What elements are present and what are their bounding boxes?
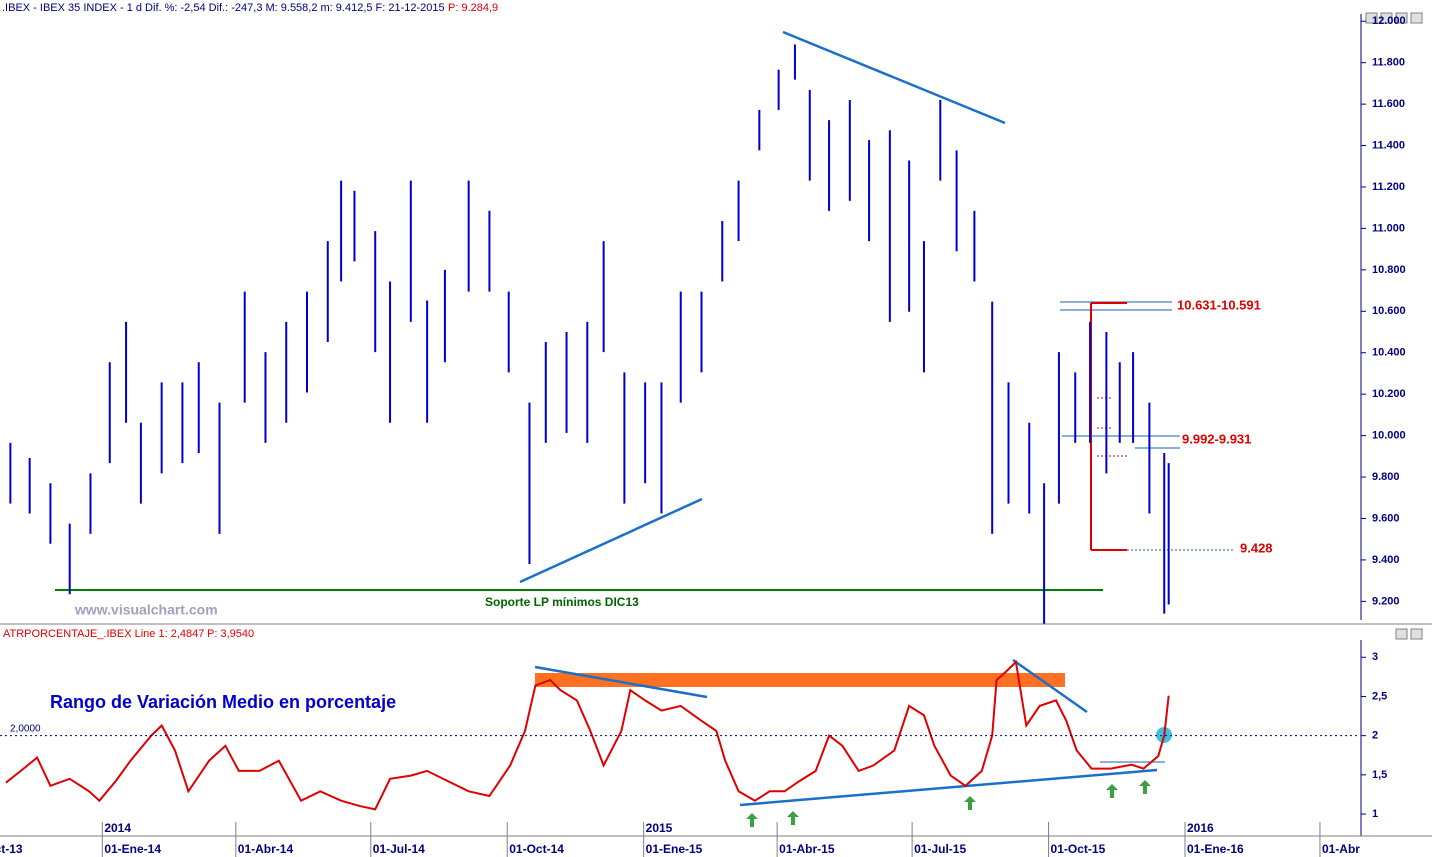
y-tick-label: 11.600 — [1372, 98, 1405, 110]
y-tick-label: 11.800 — [1372, 57, 1405, 69]
arrow — [1106, 784, 1118, 798]
button[interactable] — [1380, 12, 1393, 24]
trendline — [519, 497, 703, 584]
y-tick-label: 10.200 — [1372, 388, 1406, 400]
level-label: 9.428 — [1240, 540, 1273, 555]
trendline — [1012, 658, 1088, 714]
y-tick-label: 10.400 — [1372, 347, 1406, 359]
button[interactable] — [1395, 12, 1408, 24]
atr-line — [5, 659, 1170, 811]
trendline — [782, 30, 1006, 125]
highlight-band — [535, 673, 1065, 687]
watermark: www.visualchart.com — [74, 602, 218, 618]
chart-title: .IBEX - IBEX 35 INDEX - 1 d Dif. %: -2,5… — [2, 2, 445, 14]
y-tick-label: 9.600 — [1372, 512, 1400, 524]
annotation: Soporte LP mínimos DIC13 — [485, 595, 639, 609]
arrow — [1139, 780, 1151, 794]
x-tick-label: 01-Ene-15 — [646, 842, 703, 856]
chart-title-price: P: 9.284,9 — [448, 2, 498, 14]
arrow — [964, 796, 976, 810]
x-tick-label: 01-Abr-15 — [779, 842, 835, 856]
y-tick-label: 9.400 — [1372, 554, 1400, 566]
x-tick-label: 01-Oct-15 — [1051, 842, 1106, 856]
x-tick-label: 01-Ene-14 — [104, 842, 161, 856]
y-tick-label: 11.000 — [1372, 222, 1405, 234]
chart-title-price: P: 3,9540 — [207, 628, 254, 640]
button[interactable] — [1410, 628, 1423, 640]
arrow — [787, 811, 799, 825]
y-tick-label: 11.400 — [1372, 139, 1405, 151]
y-tick-label: 12.000 — [1372, 15, 1406, 27]
y-tick-label: 1 — [1372, 808, 1378, 820]
arrow — [746, 813, 758, 827]
annotations — [55, 30, 1235, 827]
x-tick-label: 01-Oct-13 — [0, 842, 23, 856]
reference-label: 2,0000 — [10, 723, 41, 734]
x-tick-label: 01-Ene-16 — [1187, 842, 1244, 856]
button[interactable] — [1395, 628, 1408, 640]
level-label: 9.992-9.931 — [1182, 431, 1251, 446]
y-tick-label: 11.200 — [1372, 181, 1405, 193]
year-label: 2016 — [1187, 821, 1214, 835]
plot-area: 01-Oct-13 01-Ene-14 01-Abr-14 01-Jul-14 01-O… — [0, 44, 1378, 857]
chart-subtitle: Rango de Variación Medio en porcentaje — [50, 692, 396, 712]
y-tick-label: 2,5 — [1372, 690, 1387, 702]
y-tick-label: 10.000 — [1372, 430, 1406, 442]
x-tick-label: 01-Abr-14 — [238, 842, 294, 856]
arrows — [746, 780, 1151, 827]
year-label: 2015 — [646, 821, 673, 835]
y-tick-label: 10.800 — [1372, 264, 1406, 276]
x-tick-label: 01-Jul-14 — [373, 842, 425, 856]
y-tick-label: 10.600 — [1372, 305, 1406, 317]
y-tick-label: 9.200 — [1372, 595, 1400, 607]
window-buttons — [1365, 12, 1423, 640]
button[interactable] — [1410, 12, 1423, 24]
level-label: 10.631-10.591 — [1177, 297, 1261, 312]
y-tick-label: 3 — [1372, 651, 1378, 663]
x-tick-label: 01-Abr-16 — [1322, 842, 1378, 856]
y-tick-label: 9.800 — [1372, 471, 1400, 483]
y-tick-label: 2 — [1372, 730, 1378, 742]
year-label: 2014 — [104, 821, 131, 835]
trendline — [534, 665, 708, 699]
x-tick-label: 01-Oct-14 — [509, 842, 564, 856]
chart-title: ATRPORCENTAJE_.IBEX Line 1: 2,4847 — [3, 628, 204, 640]
y-tick-label: 1,5 — [1372, 769, 1387, 781]
button[interactable] — [1365, 12, 1378, 24]
x-tick-label: 01-Jul-15 — [914, 842, 966, 856]
trendline — [739, 768, 1158, 807]
